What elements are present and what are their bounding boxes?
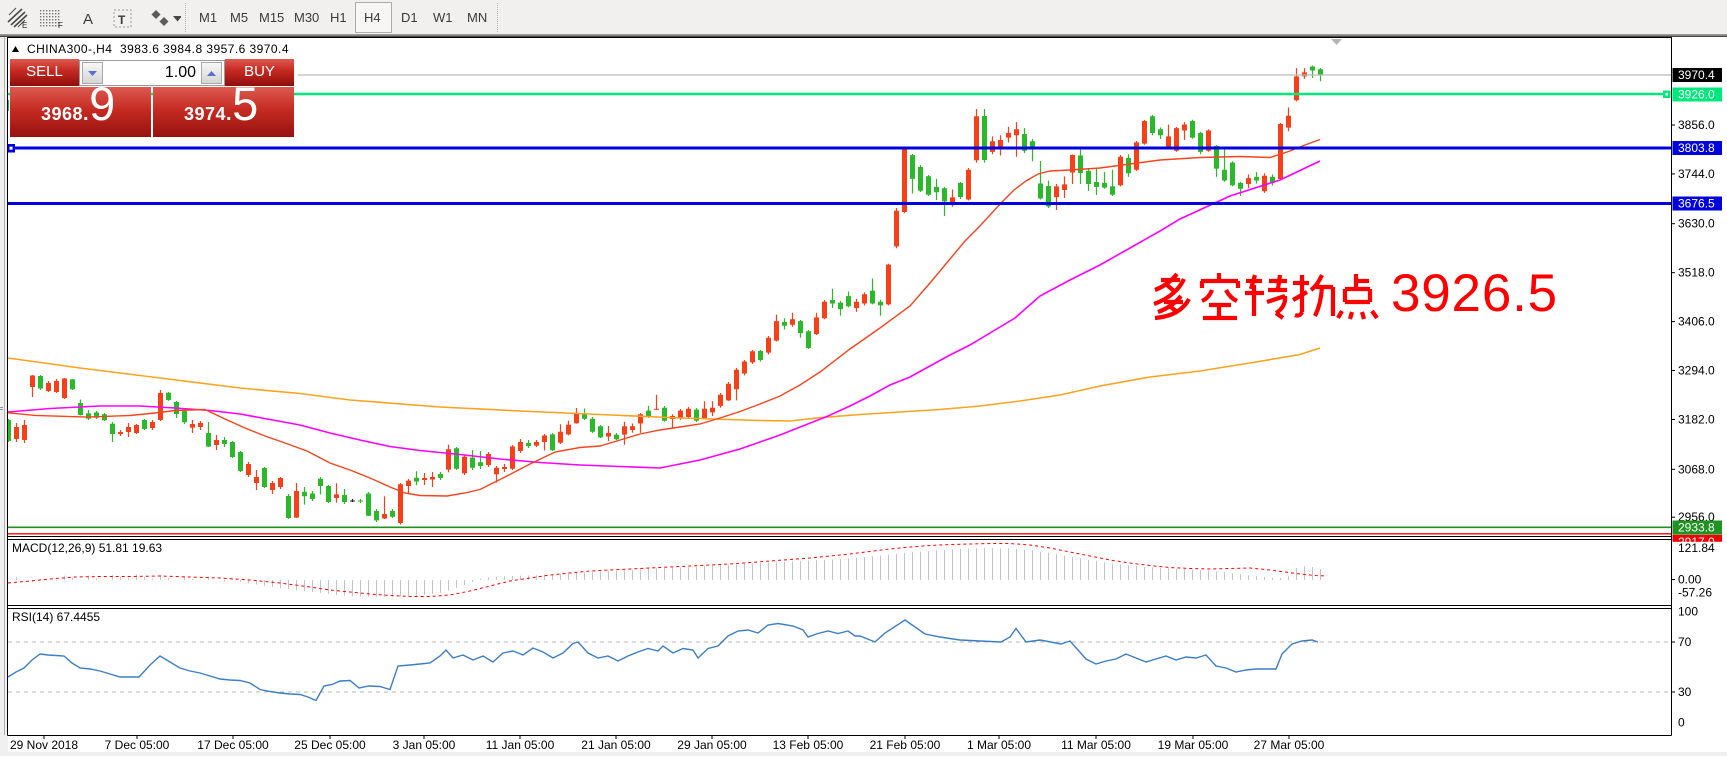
- svg-text:3926.5: 3926.5: [1391, 264, 1558, 323]
- svg-text:25 Dec 05:00: 25 Dec 05:00: [294, 738, 366, 752]
- svg-text:3856.0: 3856.0: [1678, 118, 1715, 132]
- svg-text:3294.0: 3294.0: [1678, 364, 1715, 378]
- svg-text:27 Mar 05:00: 27 Mar 05:00: [1254, 738, 1325, 752]
- svg-text:21 Jan 05:00: 21 Jan 05:00: [581, 738, 651, 752]
- svg-text:3182.0: 3182.0: [1678, 413, 1715, 427]
- svg-text:3068.0: 3068.0: [1678, 462, 1715, 476]
- svg-text:13 Feb 05:00: 13 Feb 05:00: [773, 738, 844, 752]
- svg-text:7 Dec 05:00: 7 Dec 05:00: [105, 738, 170, 752]
- svg-text:MACD(12,26,9) 51.81 19.63: MACD(12,26,9) 51.81 19.63: [12, 541, 162, 555]
- svg-text:21 Feb 05:00: 21 Feb 05:00: [870, 738, 941, 752]
- svg-text:70: 70: [1678, 635, 1692, 649]
- svg-text:3518.0: 3518.0: [1678, 266, 1715, 280]
- svg-text:29 Jan 05:00: 29 Jan 05:00: [677, 738, 747, 752]
- svg-text:3676.5: 3676.5: [1678, 197, 1715, 211]
- svg-text:1 Mar 05:00: 1 Mar 05:00: [967, 738, 1031, 752]
- svg-text:100: 100: [1678, 605, 1698, 619]
- svg-text:3406.0: 3406.0: [1678, 315, 1715, 329]
- svg-text:CHINA300-,H4 3983.6 3984.8 39: CHINA300-,H4 3983.6 3984.8 3957.6 3970.4: [27, 42, 289, 56]
- svg-text:3926.0: 3926.0: [1678, 88, 1715, 102]
- svg-text:2933.8: 2933.8: [1678, 521, 1715, 535]
- svg-text:3744.0: 3744.0: [1678, 167, 1715, 181]
- svg-text:F: F: [58, 21, 63, 30]
- svg-text:17 Dec 05:00: 17 Dec 05:00: [197, 738, 269, 752]
- svg-text:19 Mar 05:00: 19 Mar 05:00: [1158, 738, 1229, 752]
- svg-text:11 Mar 05:00: 11 Mar 05:00: [1061, 738, 1131, 752]
- svg-text:121.84: 121.84: [1678, 541, 1715, 555]
- svg-text:3803.8: 3803.8: [1678, 141, 1715, 155]
- svg-text:3970.4: 3970.4: [1678, 68, 1715, 82]
- svg-text:2917.0: 2917.0: [1678, 535, 1715, 549]
- svg-text:3 Jan 05:00: 3 Jan 05:00: [393, 738, 456, 752]
- svg-text:T: T: [118, 13, 126, 27]
- svg-text:A: A: [83, 11, 93, 28]
- svg-text:E: E: [22, 21, 27, 30]
- svg-text:0.00: 0.00: [1678, 573, 1702, 587]
- svg-text:-57.26: -57.26: [1678, 586, 1712, 600]
- svg-text:3630.0: 3630.0: [1678, 217, 1715, 231]
- svg-text:11 Jan 05:00: 11 Jan 05:00: [486, 738, 555, 752]
- svg-text:RSI(14) 67.4455: RSI(14) 67.4455: [12, 610, 100, 624]
- svg-text:0: 0: [1678, 716, 1685, 730]
- svg-text:30: 30: [1678, 685, 1692, 699]
- svg-text:29 Nov 2018: 29 Nov 2018: [10, 738, 78, 752]
